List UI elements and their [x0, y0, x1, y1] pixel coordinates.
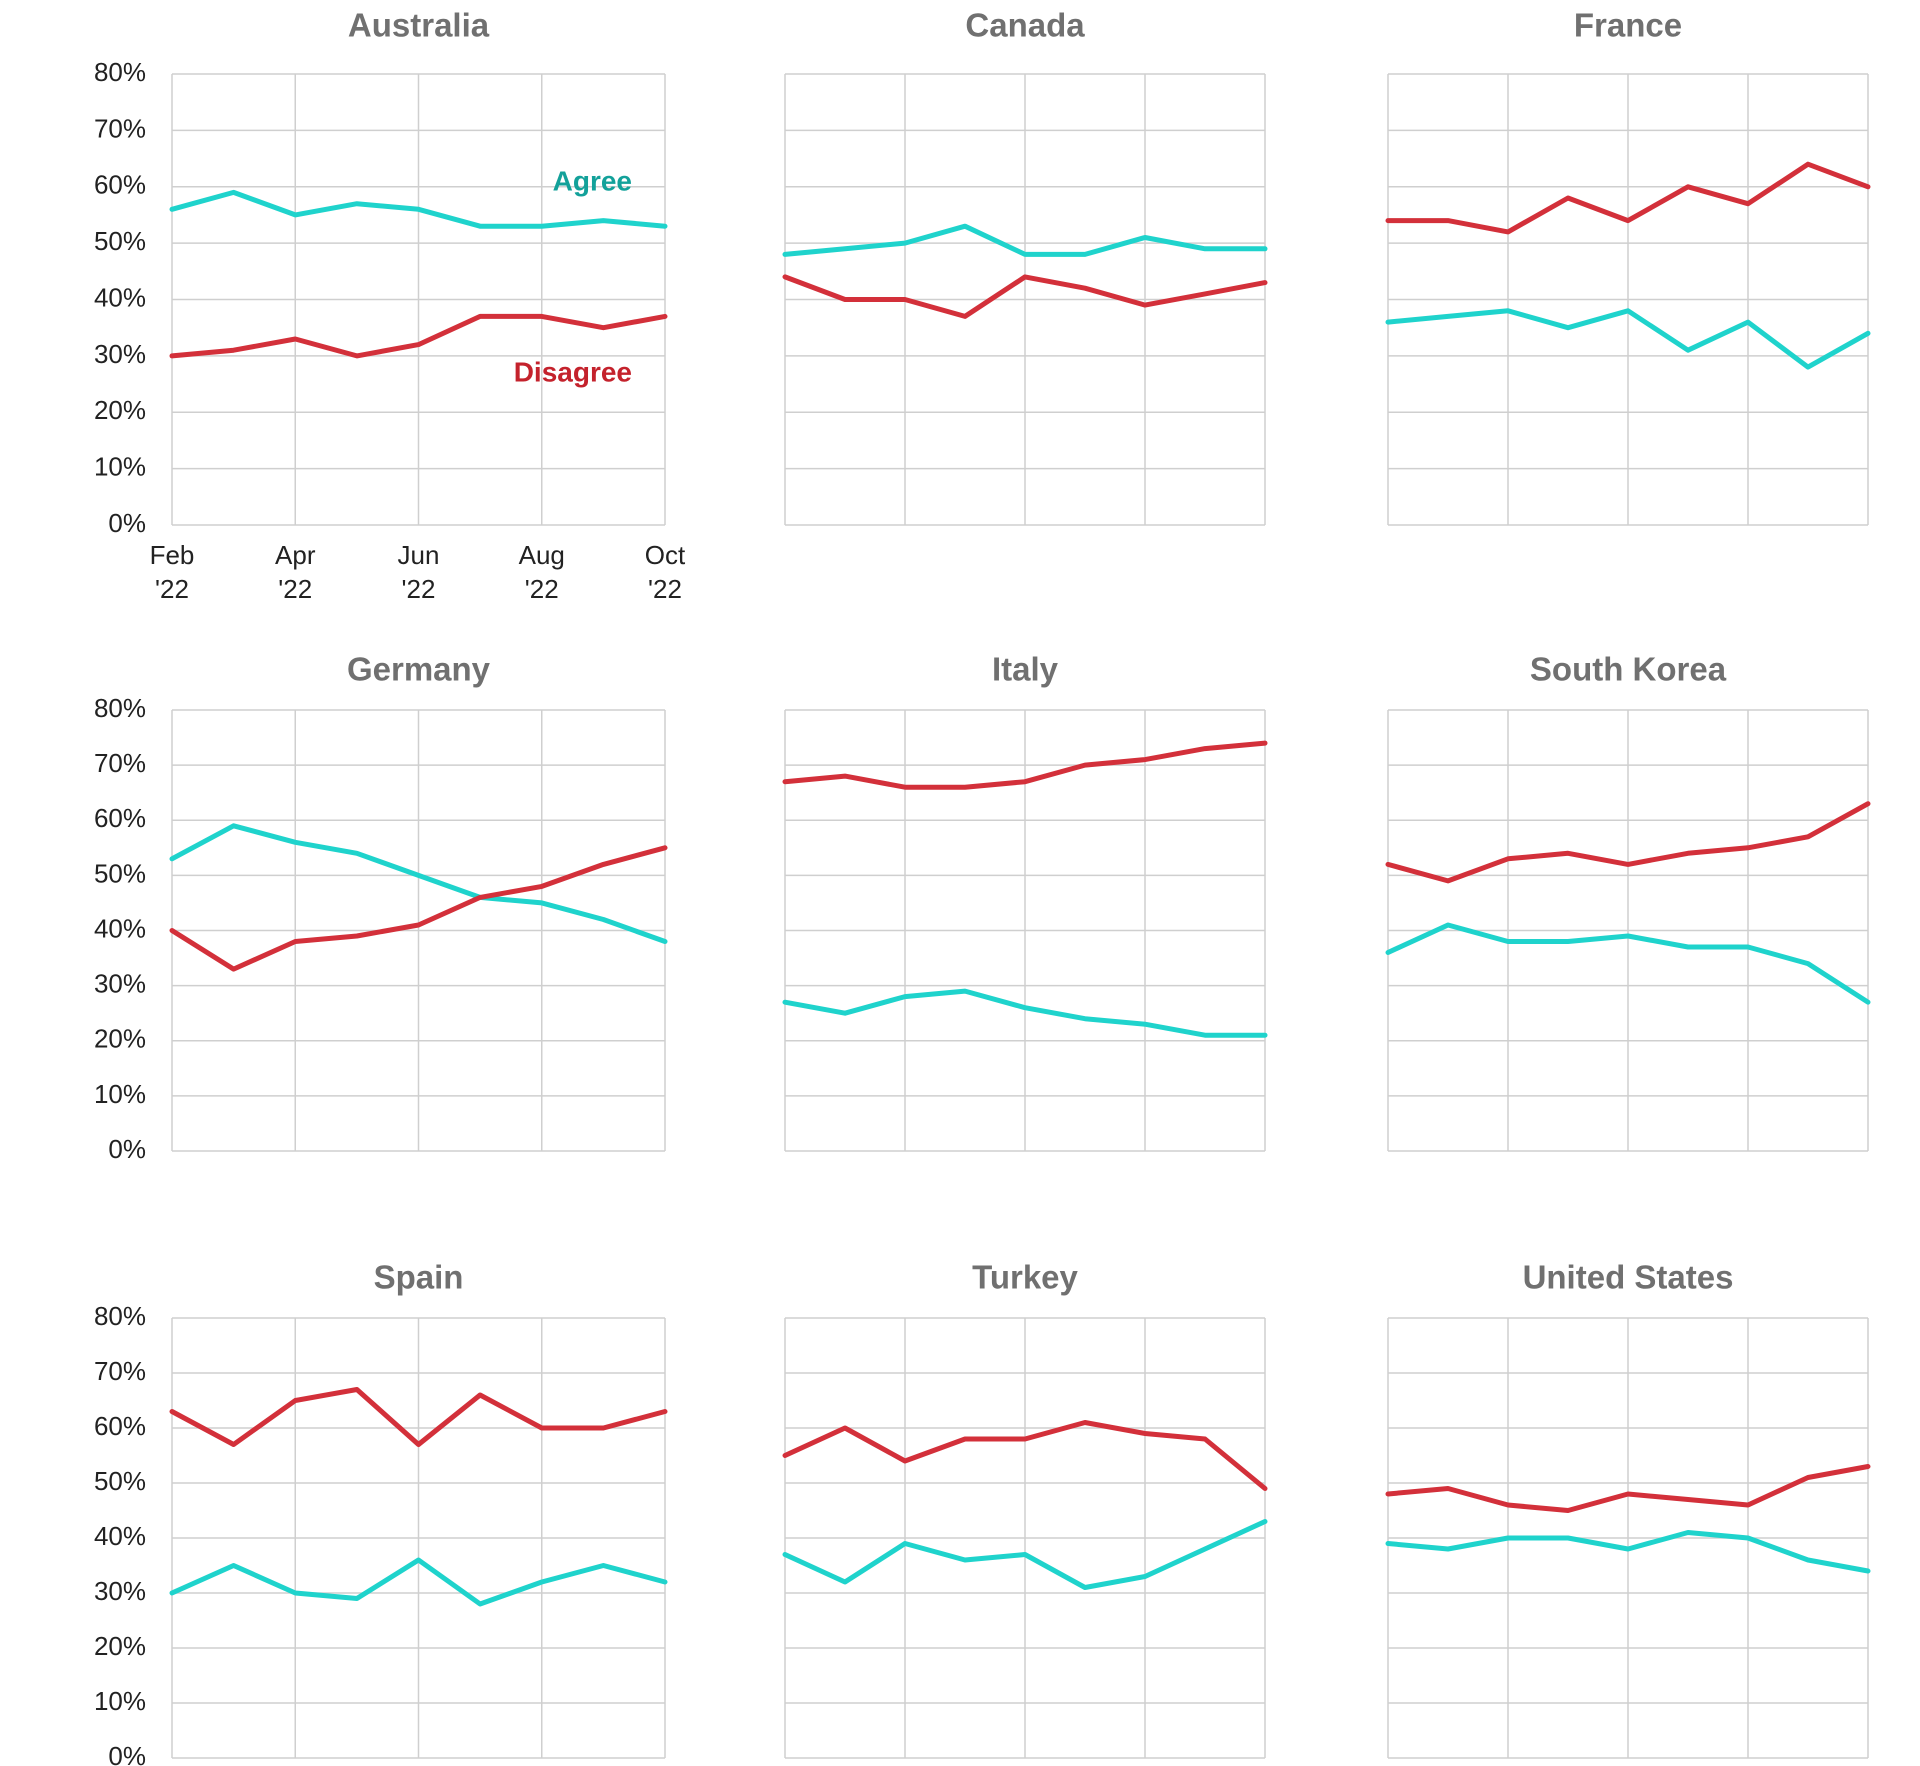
chart-panel-south-korea: South Korea — [1385, 651, 1871, 1152]
y-tick-label: 40% — [94, 1521, 146, 1551]
panel-title: Germany — [347, 651, 491, 688]
series-line-disagree — [1385, 801, 1871, 884]
y-tick-label: 80% — [94, 57, 146, 87]
series-line-agree — [169, 1557, 668, 1607]
y-tick-label: 0% — [108, 1134, 146, 1164]
y-tick-label: 30% — [94, 339, 146, 369]
series-line-agree — [169, 823, 668, 944]
series-line-agree — [782, 988, 1268, 1038]
panel-title: United States — [1523, 1259, 1734, 1296]
series-line-disagree — [782, 1420, 1268, 1491]
series-line-disagree — [169, 313, 668, 359]
panel-title: Canada — [965, 7, 1085, 44]
y-tick-label: 60% — [94, 1411, 146, 1441]
x-tick-label: Feb — [150, 540, 195, 570]
series-line-agree — [1385, 308, 1871, 370]
series-line-agree — [782, 223, 1268, 257]
y-tick-label: 80% — [94, 1301, 146, 1331]
y-tick-label: 60% — [94, 170, 146, 200]
chart-panel-united-states: United States — [1385, 1259, 1871, 1759]
chart-panel-canada: Canada — [782, 7, 1268, 526]
y-tick-label: 70% — [94, 748, 146, 778]
y-tick-label: 30% — [94, 969, 146, 999]
y-tick-label: 70% — [94, 113, 146, 143]
series-line-agree — [169, 189, 668, 229]
panel-title: Spain — [374, 1259, 464, 1296]
x-tick-label: '22 — [525, 574, 559, 604]
series-line-agree — [782, 1519, 1268, 1590]
x-tick-label: Oct — [645, 540, 686, 570]
y-tick-label: 10% — [94, 1079, 146, 1109]
y-tick-label: 50% — [94, 858, 146, 888]
panel-title: Turkey — [972, 1259, 1078, 1296]
y-tick-label: 50% — [94, 226, 146, 256]
y-tick-label: 70% — [94, 1356, 146, 1386]
x-tick-label: Aug — [519, 540, 565, 570]
x-tick-label: '22 — [402, 574, 436, 604]
y-tick-label: 50% — [94, 1466, 146, 1496]
y-tick-label: 20% — [94, 395, 146, 425]
y-tick-label: 20% — [94, 1631, 146, 1661]
series-label-disagree: Disagree — [514, 356, 632, 387]
x-tick-label: '22 — [278, 574, 312, 604]
chart-panel-turkey: Turkey — [782, 1259, 1268, 1759]
series-label-agree: Agree — [553, 165, 632, 196]
series-line-disagree — [1385, 161, 1871, 235]
y-tick-label: 0% — [108, 508, 146, 538]
series-line-disagree — [782, 740, 1268, 790]
x-tick-label: '22 — [155, 574, 189, 604]
x-tick-label: '22 — [648, 574, 682, 604]
chart-panel-france: France — [1385, 7, 1871, 526]
x-tick-label: Apr — [275, 540, 316, 570]
chart-panel-australia: Australia 0% 10% 20% 30% 40% 50% 60% 70% 80% Feb '2… — [94, 7, 686, 604]
panel-title: Australia — [348, 7, 490, 44]
chart-panel-spain: Spain 0% 10% 20% 30% 40% 50% 60% 70% 80% — [94, 1259, 668, 1766]
y-tick-label: 60% — [94, 803, 146, 833]
chart-panel-italy: Italy — [782, 651, 1268, 1152]
series-line-disagree — [782, 274, 1268, 319]
x-tick-label: Jun — [398, 540, 440, 570]
series-line-disagree — [1385, 1464, 1871, 1513]
y-tick-label: 10% — [94, 452, 146, 482]
series-line-disagree — [169, 1387, 668, 1447]
y-tick-label: 20% — [94, 1024, 146, 1054]
series-line-agree — [1385, 1530, 1871, 1574]
y-tick-label: 80% — [94, 693, 146, 723]
y-tick-label: 30% — [94, 1576, 146, 1606]
panel-title: South Korea — [1530, 651, 1727, 688]
y-tick-label: 40% — [94, 913, 146, 943]
panel-title: Italy — [992, 651, 1059, 688]
chart-panel-germany: Germany 0% 10% 20% 30% 40% 50% 60% 70% 80% — [94, 651, 668, 1164]
panel-title: France — [1574, 7, 1682, 44]
series-line-disagree — [169, 845, 668, 972]
y-tick-label: 0% — [108, 1741, 146, 1766]
series-line-agree — [1385, 922, 1871, 1005]
y-tick-label: 40% — [94, 282, 146, 312]
y-tick-label: 10% — [94, 1686, 146, 1716]
